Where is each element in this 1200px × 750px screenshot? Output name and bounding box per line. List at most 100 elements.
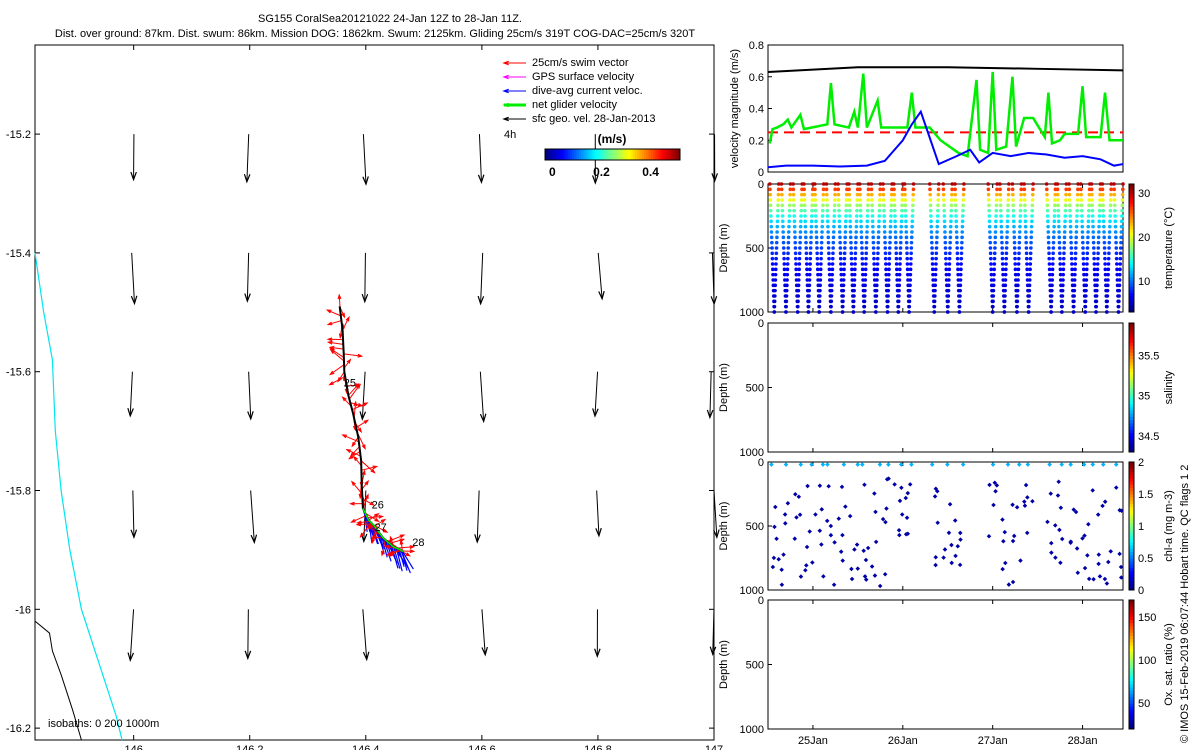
swim-vector: [353, 456, 362, 466]
chla-sample: [1022, 503, 1028, 508]
temperature-sample: [871, 235, 876, 240]
depth-colorbar-tick: 35.5: [1138, 350, 1159, 362]
temperature-sample: [1017, 240, 1022, 245]
temperature-sample: [1003, 278, 1008, 282]
colorbar-segment: [572, 149, 575, 160]
swim-vector-head: [389, 535, 394, 542]
depth-colorbar-segment: [1129, 212, 1134, 217]
colorbar-segment: [635, 149, 638, 160]
temperature-sample: [992, 262, 997, 266]
temperature-sample: [768, 203, 773, 208]
temperature-sample: [830, 262, 835, 266]
temperature-sample: [773, 272, 778, 277]
depth-colorbar-tick: 1.5: [1138, 489, 1153, 501]
colorbar-segment: [614, 149, 618, 160]
temperature-sample: [833, 198, 837, 202]
temperature-sample: [858, 198, 863, 202]
temperature-sample: [887, 272, 891, 277]
chla-sample: [824, 518, 830, 524]
chla-sample: [953, 553, 958, 559]
temperature-sample: [881, 187, 886, 192]
temperature-sample: [1091, 246, 1096, 250]
temperature-sample: [1055, 182, 1060, 186]
colorbar-segment: [659, 149, 663, 160]
temperature-sample: [792, 219, 797, 224]
depth-colorbar-tick: 34.5: [1138, 431, 1159, 443]
chla-sample: [1095, 512, 1101, 517]
temperature-sample: [773, 288, 777, 293]
colorbar-segment: [549, 149, 553, 160]
swim-vector-head: [399, 538, 404, 545]
chla-sample: [1074, 546, 1080, 551]
temperature-sample: [1118, 251, 1123, 256]
temperature-sample: [836, 198, 841, 202]
temperature-sample: [1075, 198, 1080, 202]
temperature-sample: [898, 246, 903, 250]
temperature-sample: [899, 219, 904, 224]
temperature-sample: [1068, 214, 1072, 218]
swim-vector-head: [329, 349, 335, 354]
temperature-sample: [839, 272, 844, 277]
temperature-sample: [803, 208, 807, 213]
depth-colorbar-segment: [1129, 693, 1134, 698]
temperature-sample: [1080, 235, 1085, 240]
dac-vector: [398, 549, 405, 567]
temperature-sample: [1118, 256, 1123, 261]
depth-colorbar-segment: [1129, 516, 1134, 521]
chla-sample: [798, 462, 804, 467]
temperature-sample: [844, 208, 848, 213]
temperature-sample: [1108, 214, 1112, 218]
map-frame: [34, 44, 715, 741]
chla-sample: [1101, 462, 1106, 467]
temperature-sample: [955, 262, 960, 266]
temperature-sample: [1000, 246, 1004, 250]
temperature-sample: [1118, 246, 1123, 250]
temperature-sample: [960, 224, 965, 229]
temperature-sample: [960, 240, 964, 245]
temperature-sample: [849, 256, 854, 261]
temperature-sample: [911, 182, 916, 186]
temperature-sample: [1113, 208, 1117, 213]
temperature-sample: [1015, 304, 1019, 309]
temperature-sample: [892, 208, 897, 213]
temperature-sample: [1118, 262, 1122, 266]
swim-vector-head: [326, 337, 333, 342]
depth-colorbar-segment: [1129, 522, 1134, 527]
temperature-sample: [1030, 208, 1034, 213]
temperature-sample: [855, 208, 859, 213]
temperature-sample: [936, 182, 941, 186]
temperature-sample: [826, 230, 830, 234]
temperature-sample: [780, 214, 785, 218]
depth-colorbar-segment: [1129, 600, 1134, 604]
swim-vector-head: [353, 400, 358, 407]
chla-sample: [1053, 555, 1058, 560]
temperature-sample: [955, 240, 959, 245]
chla-sample: [849, 566, 854, 572]
temperature-sample: [1108, 219, 1112, 224]
depth-colorbar-segment: [1129, 374, 1134, 379]
temperature-sample: [858, 192, 862, 197]
temperature-sample: [788, 187, 793, 192]
temperature-sample: [877, 224, 881, 229]
temperature-sample: [836, 187, 841, 192]
chla-sample: [773, 504, 778, 510]
temperature-sample: [944, 267, 949, 272]
temperature-sample: [814, 240, 819, 245]
temperature-sample: [1063, 214, 1068, 218]
temperature-sample: [1074, 230, 1079, 234]
temperature-sample: [1047, 267, 1052, 272]
temperature-sample: [837, 230, 842, 234]
temperature-sample: [1056, 203, 1060, 208]
temperature-sample: [1019, 198, 1023, 202]
depth-colorbar-segment: [1129, 658, 1134, 662]
temperature-sample: [1084, 283, 1088, 288]
temperature-sample: [1051, 256, 1055, 261]
temperature-sample: [847, 182, 851, 186]
temperature-sample: [784, 294, 789, 298]
temperature-sample: [1097, 208, 1102, 213]
temperature-sample: [839, 267, 843, 272]
temperature-sample: [773, 267, 778, 272]
chla-sample: [909, 462, 914, 467]
legend-arrowhead: [502, 60, 509, 66]
